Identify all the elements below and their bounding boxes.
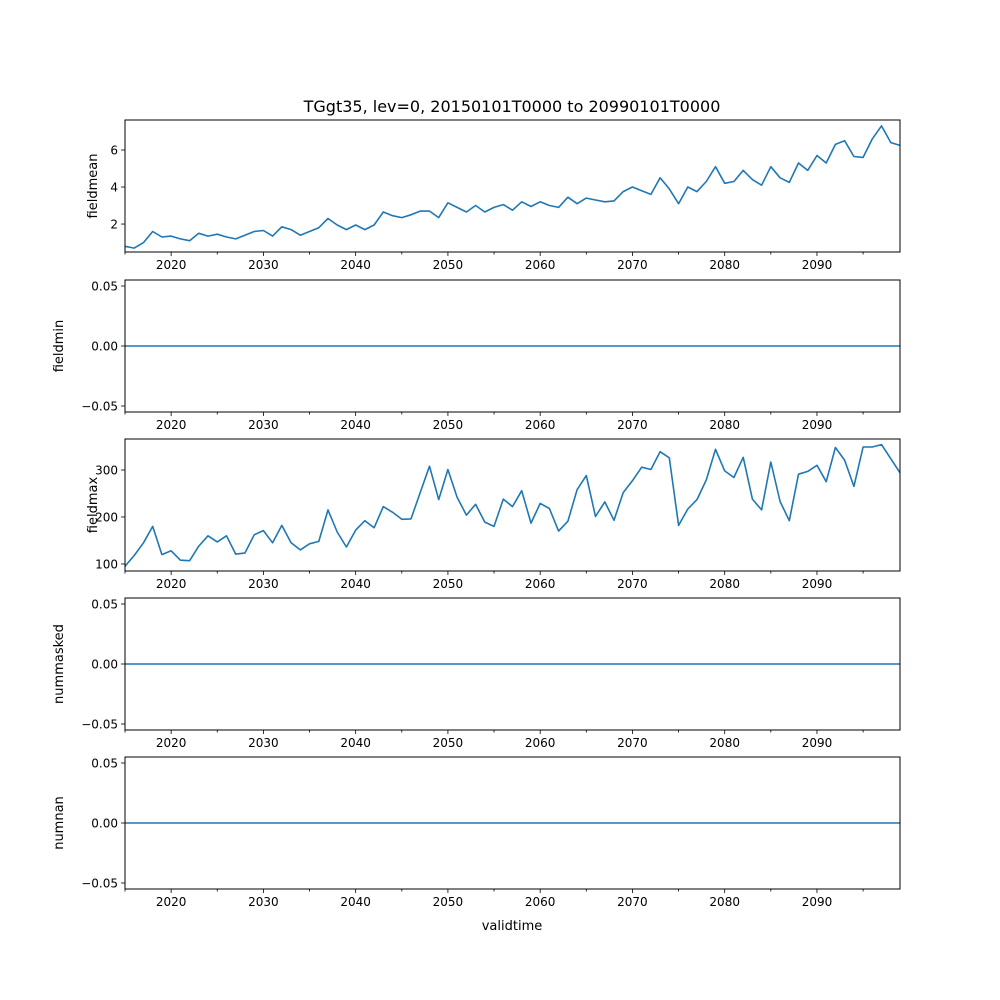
y-axis-label: numnan — [52, 796, 67, 850]
x-tick-label: 2090 — [802, 258, 833, 272]
x-tick-label: 2070 — [617, 258, 648, 272]
x-tick-label: 2060 — [525, 577, 556, 591]
y-axis-label: fieldmin — [52, 320, 67, 373]
x-axis-label: validtime — [482, 919, 543, 934]
y-tick-label: 0.00 — [91, 340, 118, 354]
y-tick-label: 2 — [110, 218, 118, 232]
x-tick-label: 2050 — [433, 418, 464, 432]
subplot-fieldmax: 2020 2030 2040 2050 2060 2070 2080 2090 100 200 30… — [86, 438, 901, 591]
y-tick-label: 0.05 — [91, 598, 118, 612]
y-tick-label: −0.05 — [81, 400, 118, 414]
x-tick-label: 2070 — [617, 895, 648, 909]
x-tick-label: 2030 — [248, 258, 279, 272]
x-tick-label: 2050 — [433, 895, 464, 909]
x-tick-label: 2060 — [525, 258, 556, 272]
y-tick-label: 0.05 — [91, 757, 118, 771]
x-tick-label: 2020 — [156, 577, 187, 591]
x-tick-label: 2050 — [433, 736, 464, 750]
y-tick-label: 4 — [110, 181, 118, 195]
y-tick-label: −0.05 — [81, 877, 118, 891]
x-tick-label: 2030 — [248, 418, 279, 432]
y-axis-label: nummasked — [52, 624, 67, 704]
x-tick-label: 2040 — [340, 418, 371, 432]
fieldmean-series-line — [124, 125, 901, 249]
y-axis-label: fieldmax — [86, 477, 101, 534]
y-tick-label: 0.00 — [91, 817, 118, 831]
subplot-numnan: 2020 2030 2040 2050 2060 2070 2080 2090 −0.05 0.0… — [52, 756, 901, 909]
x-tick-label: 2080 — [709, 258, 740, 272]
x-tick-label: 2090 — [802, 418, 833, 432]
x-tick-label: 2060 — [525, 418, 556, 432]
x-tick-label: 2050 — [433, 577, 464, 591]
y-tick-label: 300 — [95, 464, 118, 478]
x-tick-label: 2030 — [248, 895, 279, 909]
y-axis-label: fieldmean — [86, 154, 101, 219]
axes-frame — [124, 597, 901, 731]
x-tick-label: 2090 — [802, 577, 833, 591]
x-tick-label: 2020 — [156, 258, 187, 272]
x-tick-label: 2020 — [156, 736, 187, 750]
x-tick-label: 2090 — [802, 895, 833, 909]
subplot-fieldmin: 2020 2030 2040 2050 2060 2070 2080 2090 −0.05 0.0… — [52, 279, 901, 432]
chart-title: TGgt35, lev=0, 20150101T0000 to 20990101… — [303, 97, 721, 116]
axes-frame — [124, 279, 901, 413]
x-tick-label: 2030 — [248, 736, 279, 750]
y-tick-label: 200 — [95, 510, 118, 524]
x-tick-label: 2020 — [156, 895, 187, 909]
y-tick-label: −0.05 — [81, 718, 118, 732]
x-tick-label: 2070 — [617, 418, 648, 432]
x-tick-label: 2080 — [709, 895, 740, 909]
axes-frame — [124, 756, 901, 890]
x-tick-label: 2080 — [709, 736, 740, 750]
fieldmax-series-line — [124, 443, 901, 567]
x-tick-label: 2060 — [525, 736, 556, 750]
x-tick-label: 2070 — [617, 736, 648, 750]
y-tick-label: 0.05 — [91, 280, 118, 294]
x-tick-label: 2040 — [340, 895, 371, 909]
x-tick-label: 2080 — [709, 577, 740, 591]
y-tick-label: 6 — [110, 143, 118, 157]
axes-frame — [124, 119, 901, 253]
x-tick-label: 2020 — [156, 418, 187, 432]
x-tick-label: 2060 — [525, 895, 556, 909]
x-tick-label: 2040 — [340, 258, 371, 272]
x-tick-label: 2080 — [709, 418, 740, 432]
x-tick-label: 2030 — [248, 577, 279, 591]
axes-frame — [124, 438, 901, 572]
subplot-nummasked: 2020 2030 2040 2050 2060 2070 2080 2090 −0.05 0.0… — [52, 597, 901, 750]
x-tick-label: 2040 — [340, 577, 371, 591]
x-tick-label: 2070 — [617, 577, 648, 591]
y-tick-label: 0.00 — [91, 658, 118, 672]
subplot-fieldmean: 2020 2030 2040 2050 2060 2070 2080 2090 2 4 6 field… — [86, 119, 901, 272]
x-tick-label: 2050 — [433, 258, 464, 272]
x-tick-label: 2090 — [802, 736, 833, 750]
x-tick-label: 2040 — [340, 736, 371, 750]
y-tick-label: 100 — [95, 557, 118, 571]
